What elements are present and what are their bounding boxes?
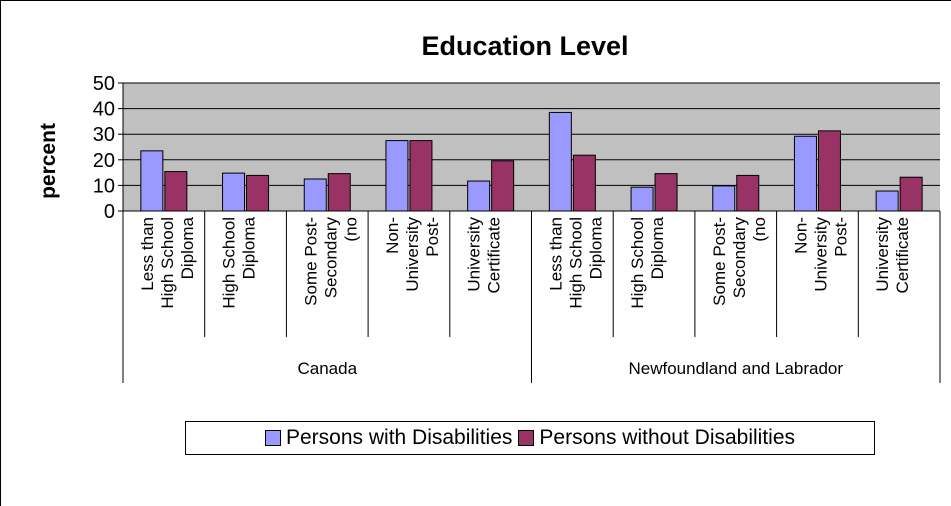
- category-label: University: [403, 217, 422, 292]
- legend-item-without-disabilities: Persons without Disabilities: [518, 426, 795, 450]
- bar-without-disabilities: [572, 154, 596, 212]
- category-label: High School: [628, 217, 647, 309]
- bar-without-disabilities: [899, 176, 923, 212]
- category-label: Certificate: [893, 217, 912, 294]
- y-tick-label: 0: [104, 201, 115, 223]
- bar-without-disabilities: [409, 140, 433, 212]
- group-label: Canada: [297, 359, 357, 378]
- chart-legend: Persons with Disabilities Persons withou…: [185, 421, 875, 455]
- bar-without-disabilities: [164, 171, 188, 212]
- legend-swatch-with-disabilities: [264, 430, 281, 446]
- bar-with-disabilities: [222, 172, 246, 212]
- category-label: Secondary: [730, 217, 749, 299]
- chart-title: Education Level: [421, 31, 628, 61]
- legend-swatch-without-disabilities: [518, 430, 535, 446]
- category-label: (no: [750, 217, 769, 242]
- category-label: High School: [158, 217, 177, 309]
- bar-with-disabilities: [630, 186, 654, 212]
- category-label: Secondary: [321, 217, 340, 299]
- category-label: Some Post-: [710, 217, 729, 306]
- category-label: Non-: [383, 217, 402, 254]
- category-label: University: [465, 217, 484, 292]
- bar-with-disabilities: [467, 180, 491, 212]
- category-label: Non-: [791, 217, 810, 254]
- category-label: High School: [566, 217, 585, 309]
- legend-label-with-disabilities: Persons with Disabilities: [285, 426, 513, 449]
- category-label: Diploma: [586, 216, 605, 279]
- bar-without-disabilities: [246, 174, 270, 212]
- legend-label-without-disabilities: Persons without Disabilities: [539, 426, 796, 449]
- category-label: Post-: [423, 217, 442, 257]
- plot-area: [123, 83, 940, 211]
- bar-without-disabilities: [491, 160, 515, 212]
- category-label: Diploma: [240, 216, 259, 279]
- bar-without-disabilities: [817, 130, 841, 212]
- category-label: High School: [220, 217, 239, 309]
- bar-with-disabilities: [875, 190, 899, 212]
- category-label: University: [873, 217, 892, 292]
- group-label: Newfoundland and Labrador: [628, 359, 843, 378]
- category-label: Certificate: [485, 217, 504, 294]
- y-tick-label: 10: [93, 175, 115, 197]
- bar-with-disabilities: [385, 140, 409, 212]
- bar-without-disabilities: [736, 174, 760, 212]
- bar-without-disabilities: [654, 173, 678, 212]
- category-label: Some Post-: [301, 217, 320, 306]
- y-tick-label: 20: [93, 150, 115, 172]
- category-label: Less than: [546, 217, 565, 291]
- category-label: Diploma: [648, 216, 667, 279]
- category-label: (no: [341, 217, 360, 242]
- y-tick-label: 30: [93, 124, 115, 146]
- y-tick-label: 40: [93, 99, 115, 121]
- bar-with-disabilities: [712, 185, 736, 212]
- category-label: Less than: [138, 217, 157, 291]
- y-tick-label: 50: [93, 73, 115, 95]
- bar-with-disabilities: [303, 178, 327, 212]
- legend-item-with-disabilities: Persons with Disabilities: [264, 426, 513, 450]
- bar-with-disabilities: [548, 111, 572, 212]
- category-label: Diploma: [178, 216, 197, 279]
- y-axis-label: percent: [37, 123, 60, 199]
- category-label: Post-: [831, 217, 850, 257]
- bar-with-disabilities: [140, 150, 164, 212]
- bar-without-disabilities: [327, 173, 351, 212]
- bar-with-disabilities: [793, 135, 817, 212]
- category-label: University: [811, 217, 830, 292]
